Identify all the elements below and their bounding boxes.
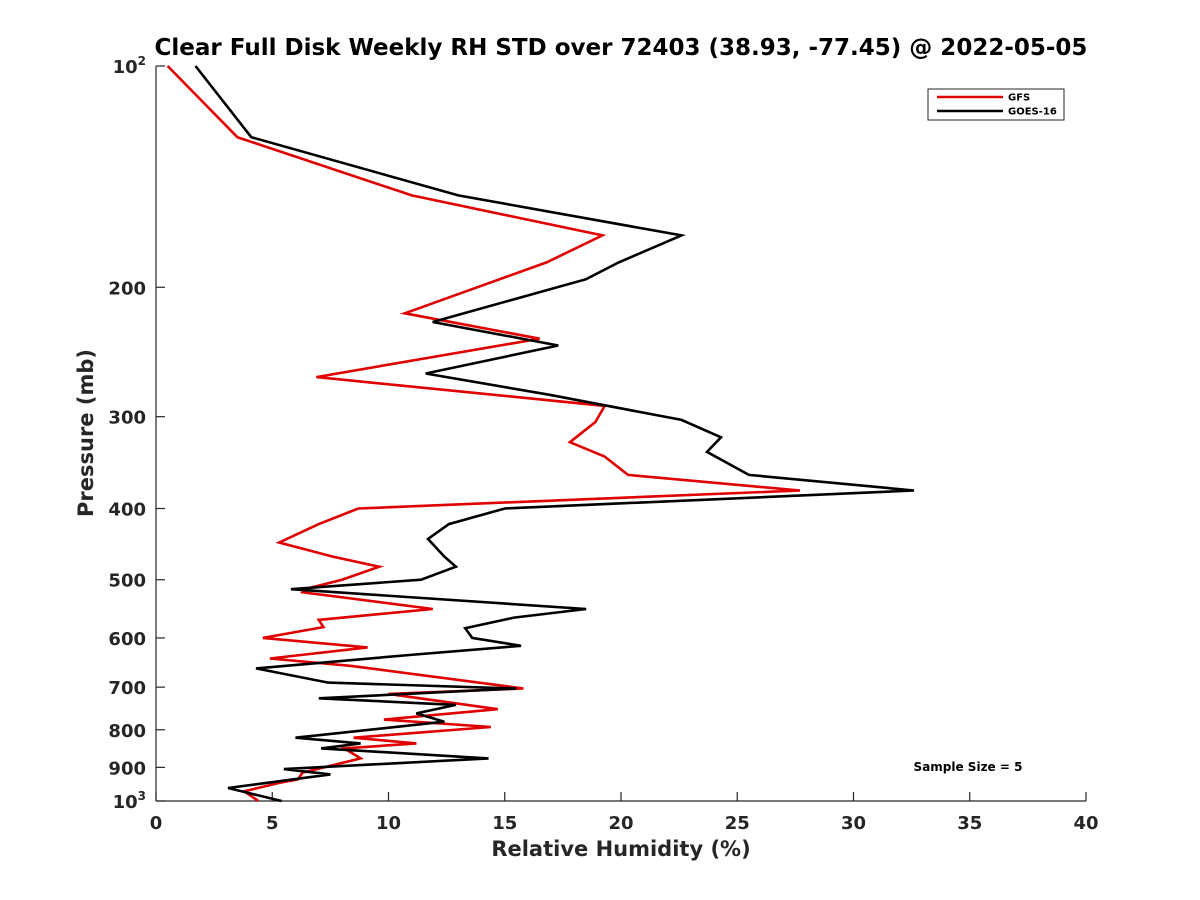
x-tick-label: 5 [266, 813, 279, 834]
legend-label-gfs: GFS [1008, 93, 1030, 104]
legend-box [927, 88, 1065, 121]
legend: GFS GOES-16 [927, 88, 1065, 121]
x-ticks: 0 5 10 15 20 25 30 35 40 [150, 792, 1099, 834]
y-tick-label: 400 [108, 500, 146, 521]
y-tick-label: 700 [108, 678, 146, 699]
chart-title: Clear Full Disk Weekly RH STD over 72403… [155, 35, 1088, 61]
y-tick-label: 200 [108, 278, 146, 299]
series-layer [166, 65, 915, 803]
x-tick-label: 10 [376, 813, 401, 834]
y-tick-label: 102 [113, 54, 146, 78]
x-axis-label: Relative Humidity (%) [491, 837, 750, 861]
x-tick-label: 15 [492, 813, 517, 834]
legend-label-goes-16: GOES-16 [1008, 107, 1057, 118]
y-tick-label: 500 [108, 571, 146, 592]
y-ticks: 102 200 300 400 500 600 700 800 900 103 [108, 54, 165, 813]
x-tick-label: 20 [608, 813, 633, 834]
sample-size-annotation: Sample Size = 5 [914, 760, 1023, 774]
x-tick-label: 40 [1073, 813, 1098, 834]
y-tick-label: 103 [113, 789, 146, 813]
y-tick-label: 300 [108, 408, 146, 429]
y-tick-label: 900 [108, 758, 146, 779]
y-axis-label: Pressure (mb) [74, 349, 98, 517]
x-tick-label: 25 [725, 813, 750, 834]
x-tick-label: 35 [957, 813, 982, 834]
y-tick-label: 800 [108, 721, 146, 742]
plot-area [155, 66, 1086, 802]
series-line-goes-16 [194, 65, 915, 803]
x-tick-label: 30 [841, 813, 866, 834]
y-tick-label: 600 [108, 629, 146, 650]
x-tick-label: 0 [150, 813, 163, 834]
